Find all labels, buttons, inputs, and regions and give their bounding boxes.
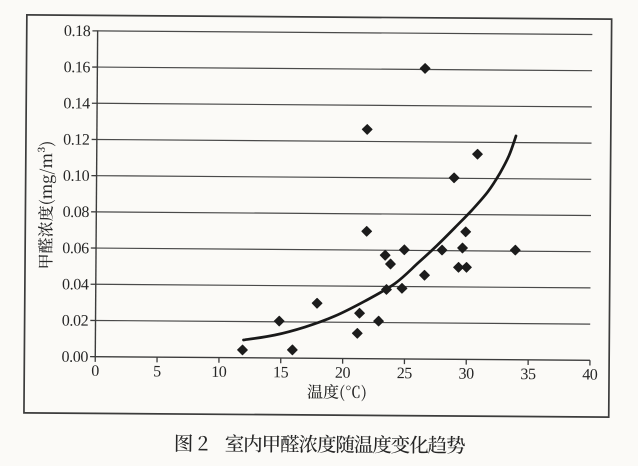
svg-text:10: 10 [211, 364, 227, 381]
svg-text:0.16: 0.16 [64, 59, 91, 76]
svg-text:0.06: 0.06 [62, 240, 89, 257]
svg-text:0.14: 0.14 [63, 95, 90, 112]
svg-text:40: 40 [582, 367, 598, 384]
svg-text:0.04: 0.04 [62, 276, 89, 293]
svg-text:25: 25 [397, 365, 413, 382]
svg-text:0.10: 0.10 [63, 168, 90, 185]
svg-text:20: 20 [335, 365, 351, 382]
svg-text:15: 15 [273, 364, 289, 381]
svg-text:0.18: 0.18 [64, 23, 91, 40]
svg-text:0.08: 0.08 [63, 204, 90, 221]
svg-text:35: 35 [520, 366, 536, 383]
svg-text:30: 30 [458, 366, 474, 383]
svg-text:5: 5 [153, 363, 161, 380]
svg-text:0.00: 0.00 [61, 349, 88, 366]
svg-text:0.02: 0.02 [62, 313, 89, 330]
svg-text:0: 0 [91, 363, 99, 380]
svg-text:0.12: 0.12 [63, 132, 90, 149]
